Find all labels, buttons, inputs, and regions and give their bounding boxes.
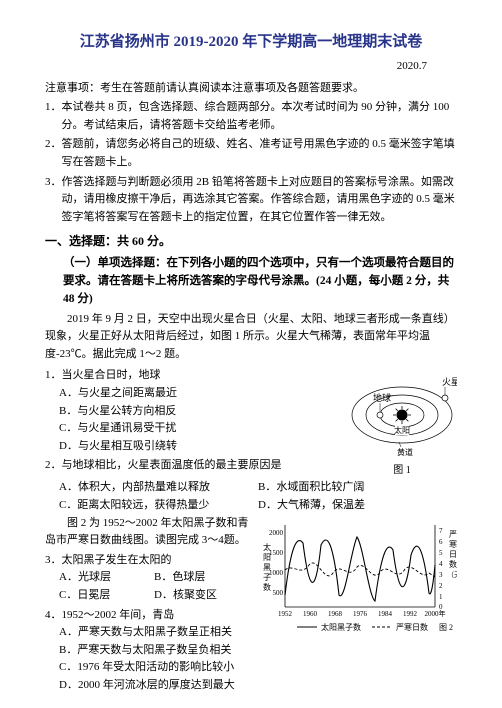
svg-text:1976: 1976 xyxy=(353,610,368,618)
svg-text:2: 2 xyxy=(439,582,443,590)
question-1: 1．当火星合日时，地球 xyxy=(45,367,339,385)
option: D．核聚变区 xyxy=(154,587,249,605)
fig1-sun-label: 太阳 xyxy=(394,425,410,435)
passage: 图 2 为 1952～2002 年太阳黑子数和青岛市严寒日数曲线图。读图完成 3… xyxy=(45,515,249,550)
option: B．色球层 xyxy=(154,569,249,587)
svg-text:（天）: （天） xyxy=(447,571,457,579)
question-3: 3．太阳黑子发生在太阳的 xyxy=(45,552,249,570)
subsection-title: （一）单项选择题：在下列各小题的四个选项中，只有一个选项最符合题目的要求。请在答… xyxy=(63,254,457,309)
notice-item: 1．本试卷共 8 页，包含选择题、综合题两部分。本次考试时间为 90 分钟，满分… xyxy=(45,99,457,134)
exam-date: 2020.7 xyxy=(45,58,427,76)
svg-text:子: 子 xyxy=(263,573,271,582)
svg-text:1500: 1500 xyxy=(269,549,284,557)
svg-text:日: 日 xyxy=(449,550,457,559)
notice-tail: 考生在答题前请认真阅读本注意事项及各题答题要求。 xyxy=(100,82,364,94)
ylabel-right: 严 xyxy=(449,530,457,539)
svg-text:1: 1 xyxy=(439,593,443,601)
option: B．严寒天数与太阳黑子数呈负相关 xyxy=(59,642,249,660)
svg-text:严寒日数: 严寒日数 xyxy=(396,622,428,632)
svg-text:图 2: 图 2 xyxy=(439,623,453,632)
option: C．与火星通讯易受干扰 xyxy=(59,420,339,438)
svg-text:阳: 阳 xyxy=(263,553,271,562)
svg-text:数: 数 xyxy=(449,559,457,569)
option: B．与火星公转方向相反 xyxy=(59,403,339,421)
svg-text:1952: 1952 xyxy=(278,610,293,618)
page-title: 江苏省扬州市 2019-2020 年下学期高一地理期末试卷 xyxy=(45,30,457,54)
svg-text:1968: 1968 xyxy=(328,610,343,618)
svg-text:3: 3 xyxy=(439,571,443,579)
section-title: 一、选择题：共 60 分。 xyxy=(45,232,457,251)
svg-text:7: 7 xyxy=(439,527,443,535)
option: C．1976 年受太阳活动的影响比较小 xyxy=(59,659,249,677)
svg-text:500: 500 xyxy=(273,589,284,597)
option: B．水域面积比较广阔 xyxy=(258,479,457,497)
passage: 2019 年 9 月 2 日，天空中出现火星合日（火星、太阳、地球三者形成一条直… xyxy=(45,311,457,364)
option: C．距离太阳较远，获得热量少 xyxy=(59,497,258,515)
svg-text:黑: 黑 xyxy=(263,563,271,572)
option: D．大气稀薄，保温差 xyxy=(258,497,457,515)
option: C．日冕层 xyxy=(59,587,154,605)
ylabel-left: 太 xyxy=(263,542,271,552)
svg-text:2000年: 2000年 xyxy=(425,609,446,618)
svg-text:1960: 1960 xyxy=(303,610,318,618)
svg-text:5: 5 xyxy=(439,549,443,557)
svg-text:1000: 1000 xyxy=(269,569,284,577)
svg-text:6: 6 xyxy=(439,538,443,546)
svg-text:4: 4 xyxy=(439,560,443,568)
question-2: 2．与地球相比，火星表面温度低的最主要原因是 xyxy=(45,457,339,475)
figure-1: 火星 地球 太阳 黄道 图 1 xyxy=(347,365,457,479)
notice-item: 3．作答选择题与判断题必须用 2B 铅笔将答题卡上对应题目的答案标号涂黑。如需改… xyxy=(45,174,457,227)
fig1-earth-label: 地球 xyxy=(373,392,391,403)
option: A．严寒天数与太阳黑子数呈正相关 xyxy=(59,624,249,642)
notice-line: 注意事项：考生在答题前请认真阅读本注意事项及各题答题要求。 xyxy=(45,80,457,98)
svg-text:太阳黑子数: 太阳黑子数 xyxy=(321,622,361,632)
svg-text:1992: 1992 xyxy=(403,610,418,618)
svg-text:2000: 2000 xyxy=(269,529,284,537)
fig1-ecliptic-label: 黄道 xyxy=(397,447,413,457)
svg-text:1984: 1984 xyxy=(378,610,393,618)
fig1-mars-label: 火星 xyxy=(442,377,457,387)
option: D．与火星相互吸引绕转 xyxy=(59,438,339,456)
figure-1-label: 图 1 xyxy=(347,463,457,479)
question-4: 4．1952～2002 年间，青岛 xyxy=(45,607,249,625)
option: A．体积大，内部热量难以释放 xyxy=(59,479,258,497)
option: D．2000 年河流冰层的厚度达到最大 xyxy=(59,677,249,695)
option: A．光球层 xyxy=(59,569,154,587)
notice-item: 2．答题前，请您务必将自己的班级、姓名、准考证号用黑色字迹的 0.5 毫米签字笔… xyxy=(45,136,457,171)
figure-2: 2000 1500 1000 500 7 6 5 4 3 2 1 0 1952 … xyxy=(257,515,457,695)
svg-text:数: 数 xyxy=(263,582,271,592)
option: A．与火星之间距离最近 xyxy=(59,385,339,403)
notice-label: 注意事项： xyxy=(45,82,100,94)
svg-text:寒: 寒 xyxy=(449,539,457,549)
